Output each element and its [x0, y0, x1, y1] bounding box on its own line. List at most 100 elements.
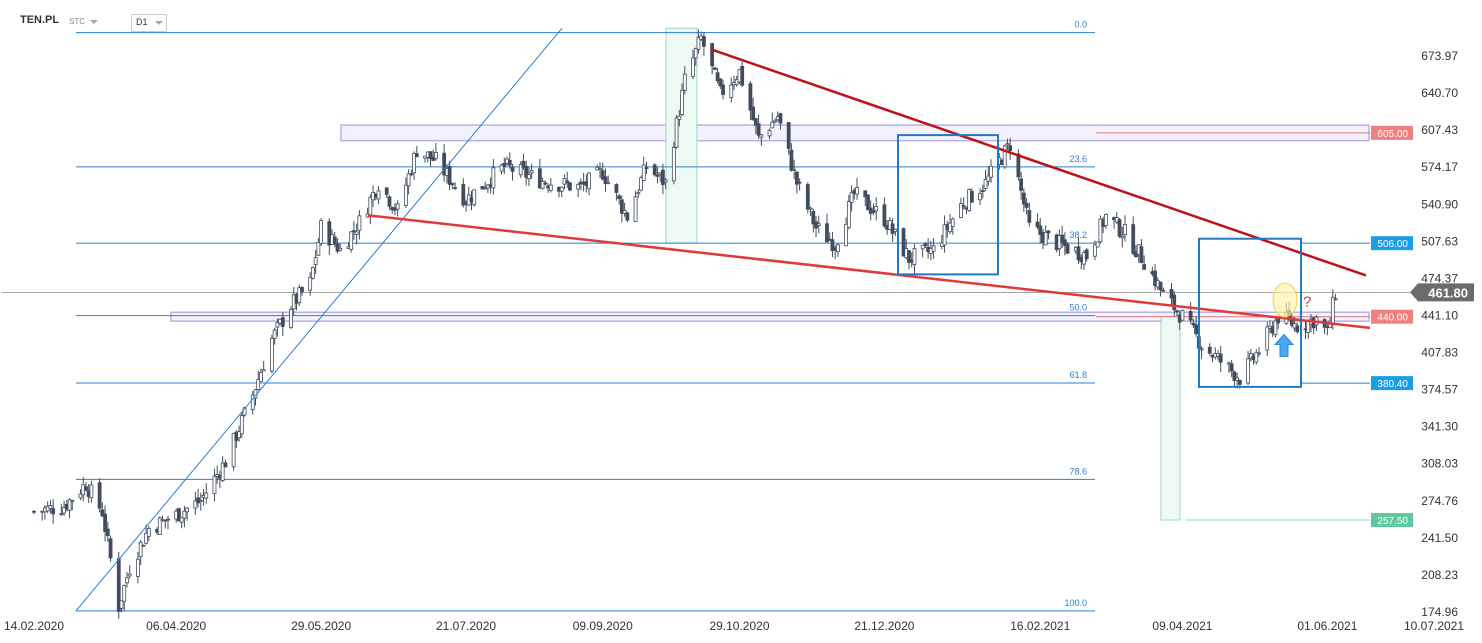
candle-body — [1237, 380, 1242, 385]
candle-body — [313, 257, 318, 265]
candle-body — [942, 224, 947, 246]
candle-body — [146, 528, 151, 537]
candle-body — [144, 532, 149, 544]
candle-body — [269, 337, 274, 372]
x-tick-label: 21.07.2020 — [436, 619, 496, 633]
candle-body — [1161, 289, 1166, 292]
candle-body — [912, 248, 917, 265]
axes-layer: 673.97 640.70 607.43 574.17 540.90 507.63 474.… — [4, 49, 1474, 633]
candle-body — [138, 541, 143, 558]
candle-body — [185, 507, 190, 513]
arrow-up-icon — [1273, 333, 1295, 358]
candle-body — [239, 415, 244, 435]
candle-body — [125, 577, 129, 584]
candle-body — [756, 123, 761, 136]
candle-body — [1043, 231, 1048, 246]
candle-body — [1076, 246, 1081, 261]
fib-level-label: 38.2 — [1069, 230, 1087, 240]
candle-body — [959, 203, 963, 218]
candle-body — [710, 43, 715, 67]
candle-body — [874, 206, 879, 212]
trend-line-up — [75, 27, 563, 612]
candle-body — [721, 84, 725, 95]
candle-body — [237, 431, 241, 439]
y-tick-label: 640.70 — [1421, 86, 1458, 100]
candle-body — [1095, 241, 1100, 248]
candle-body — [409, 173, 414, 176]
candle-body — [105, 528, 110, 537]
interval-dropdown[interactable]: D1 — [131, 14, 167, 32]
instrument-type-label: STC — [69, 17, 85, 26]
candle-body — [406, 173, 411, 187]
x-tick-label: 09.04.2021 — [1152, 619, 1212, 633]
candle-body — [384, 187, 389, 195]
candle-body — [633, 196, 638, 223]
candle-body — [242, 407, 247, 416]
candle-body — [1333, 298, 1338, 301]
trend-line-lower — [367, 214, 1371, 330]
candle-body — [693, 48, 698, 59]
candle-body — [1060, 234, 1065, 244]
highlight-ellipse — [1272, 282, 1298, 318]
candle-body — [1120, 235, 1125, 239]
y-tick-label: 341.30 — [1421, 420, 1458, 434]
candle-body — [1199, 348, 1204, 351]
candle-body — [352, 230, 356, 233]
candle-body — [696, 37, 701, 50]
candle-body — [1021, 192, 1026, 205]
candle-body — [59, 512, 64, 515]
candle-body — [1098, 218, 1103, 243]
candle-body — [1265, 326, 1270, 351]
candle-body — [136, 558, 140, 577]
price-tag — [1371, 125, 1413, 140]
candle-body — [540, 180, 545, 189]
candle-body — [969, 191, 974, 203]
candle-body — [789, 149, 794, 171]
candle-body — [786, 122, 791, 149]
candle-body — [740, 65, 745, 86]
candle-body — [1117, 219, 1122, 237]
y-tick-label: 574.17 — [1421, 160, 1458, 174]
candle-body — [1123, 224, 1127, 236]
fib-level-label: 100.0 — [1064, 598, 1087, 608]
fib-level-label: 0.0 — [1074, 20, 1087, 30]
candle-body — [639, 177, 643, 191]
price-tag-label: 380.40 — [1377, 379, 1408, 390]
candle-body — [619, 199, 624, 214]
candle-body — [316, 241, 321, 256]
candle-body — [1038, 225, 1043, 235]
candle-body — [256, 379, 261, 390]
candle-body — [830, 239, 835, 252]
candle-body — [846, 201, 851, 228]
price-tag-label: 257.50 — [1377, 516, 1408, 527]
candle-body — [598, 168, 602, 171]
candle-body — [825, 223, 829, 243]
candle-body — [472, 189, 477, 206]
candle-body — [543, 182, 548, 185]
candle-body — [231, 432, 236, 468]
candle-body — [636, 192, 641, 195]
y-tick-label: 540.90 — [1421, 197, 1458, 211]
candle-body — [431, 156, 436, 161]
candle-body — [491, 167, 496, 189]
candle-body — [289, 309, 293, 328]
candle-body — [682, 73, 687, 91]
candle-body — [989, 165, 993, 178]
candle-body — [655, 174, 660, 177]
candle-body — [100, 509, 105, 517]
candle-body — [1035, 221, 1040, 228]
fib-level-label: 23.6 — [1069, 154, 1087, 164]
candle-body — [961, 205, 966, 208]
candle-body — [89, 484, 94, 499]
candle-body — [565, 180, 570, 184]
y-tick-label: 274.76 — [1421, 494, 1458, 508]
chevron-down-icon — [90, 20, 98, 24]
candle-body — [521, 160, 526, 169]
candle-body — [923, 243, 928, 246]
candle-body — [587, 172, 591, 190]
x-tick-label: 01.06.2021 — [1297, 619, 1357, 633]
candle-body — [537, 168, 542, 189]
type-dropdown-caret[interactable] — [88, 14, 100, 30]
candle-body — [674, 117, 679, 148]
